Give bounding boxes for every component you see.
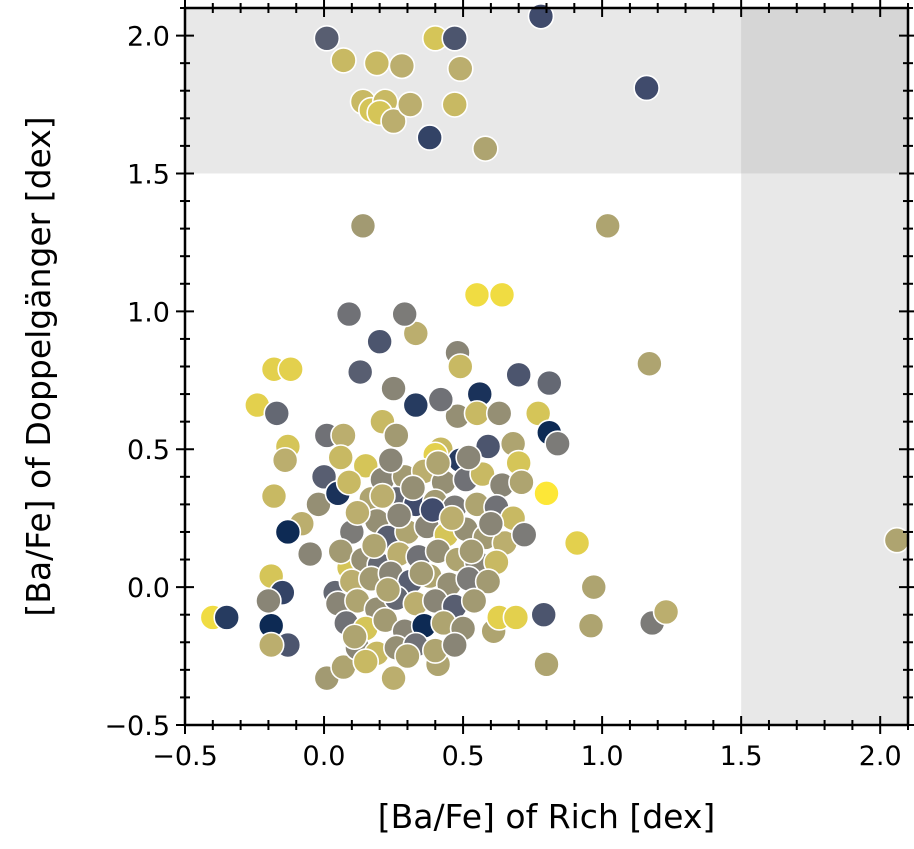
data-point	[260, 482, 288, 510]
x-tick-label: 0.0	[303, 741, 346, 772]
data-point	[399, 474, 427, 502]
data-point	[455, 444, 482, 471]
data-point	[463, 400, 491, 427]
data-point	[369, 482, 396, 510]
x-tick-label: 0.5	[442, 741, 485, 772]
data-point	[505, 361, 532, 389]
data-point	[502, 604, 530, 631]
data-point	[458, 537, 485, 565]
y-tick-label: 2.0	[127, 22, 170, 53]
data-point	[408, 560, 435, 587]
data-point	[335, 300, 363, 328]
data-point	[388, 52, 416, 80]
data-point	[580, 573, 608, 601]
data-point	[633, 74, 660, 102]
data-point	[446, 353, 474, 380]
y-tick-labels: −0.5 0.0 0.5 1.0 1.5 2.0	[104, 22, 170, 742]
x-tick-label: 1.0	[581, 741, 624, 772]
data-point	[508, 469, 535, 496]
data-point	[360, 532, 388, 560]
x-tick-labels: −0.5 0.0 0.5 1.0 1.5 2.0	[152, 741, 901, 772]
data-point	[535, 369, 563, 397]
plot-frame	[183, 6, 910, 727]
data-point	[366, 328, 393, 355]
data-point	[563, 529, 591, 557]
data-point	[327, 537, 355, 565]
data-point	[488, 281, 516, 309]
x-tick-label: −0.5	[152, 741, 218, 772]
data-point	[441, 25, 469, 52]
shaded-regions	[185, 8, 908, 725]
data-point	[383, 422, 410, 449]
data-point	[394, 642, 421, 670]
data-point	[441, 631, 469, 659]
data-point	[274, 518, 302, 546]
data-point	[255, 587, 282, 615]
x-axis-label: [Ba/Fe] of Rich [dex]	[378, 797, 716, 836]
data-point	[416, 124, 444, 151]
y-tick-label: −0.5	[104, 711, 170, 742]
data-point	[277, 355, 304, 383]
data-point	[377, 446, 405, 474]
data-point	[424, 449, 452, 477]
data-point	[263, 400, 291, 427]
data-point	[391, 300, 418, 328]
data-point	[438, 504, 466, 532]
data-point	[533, 480, 560, 507]
data-point	[296, 540, 324, 568]
data-point	[313, 25, 341, 52]
data-point	[474, 568, 502, 595]
data-point	[463, 281, 491, 309]
data-point	[257, 631, 285, 659]
y-tick-label: 1.0	[127, 297, 170, 328]
y-axis-label: [Ba/Fe] of Doppelgänger [dex]	[19, 116, 58, 616]
y-tick-label: 0.5	[127, 435, 170, 466]
data-point	[380, 664, 407, 692]
data-point	[330, 47, 357, 74]
data-point	[441, 91, 469, 118]
data-point	[485, 400, 513, 427]
data-point	[341, 623, 368, 651]
data-point	[385, 502, 413, 529]
data-point	[544, 430, 571, 458]
data-point	[271, 446, 299, 474]
data-point	[327, 444, 355, 471]
data-point	[402, 391, 430, 419]
data-point	[330, 422, 357, 449]
data-point	[533, 651, 560, 678]
data-points	[199, 2, 911, 692]
data-point	[346, 358, 374, 386]
data-point	[344, 499, 371, 526]
shaded-region-x	[741, 8, 908, 725]
data-point	[427, 386, 455, 413]
x-tick-label: 2.0	[859, 741, 902, 772]
x-tick-label: 1.5	[720, 741, 763, 772]
data-point	[213, 604, 241, 631]
shaded-region-y	[185, 8, 908, 174]
data-point	[352, 648, 380, 675]
y-tick-label: 1.5	[127, 159, 170, 190]
data-point	[510, 521, 538, 549]
data-point	[594, 212, 621, 240]
data-point	[477, 510, 505, 537]
data-point	[883, 526, 911, 554]
data-point	[380, 375, 407, 402]
data-point	[472, 135, 499, 162]
data-point	[363, 49, 391, 77]
data-point	[652, 598, 680, 626]
data-point	[636, 350, 663, 378]
data-point	[460, 587, 488, 615]
data-point	[530, 601, 558, 628]
data-point	[380, 107, 407, 135]
y-tick-label: 0.0	[127, 573, 170, 604]
data-point	[446, 55, 474, 82]
data-point	[374, 576, 402, 604]
data-point	[349, 212, 377, 240]
data-point	[577, 612, 605, 640]
data-point	[396, 91, 424, 118]
data-point	[335, 469, 363, 496]
